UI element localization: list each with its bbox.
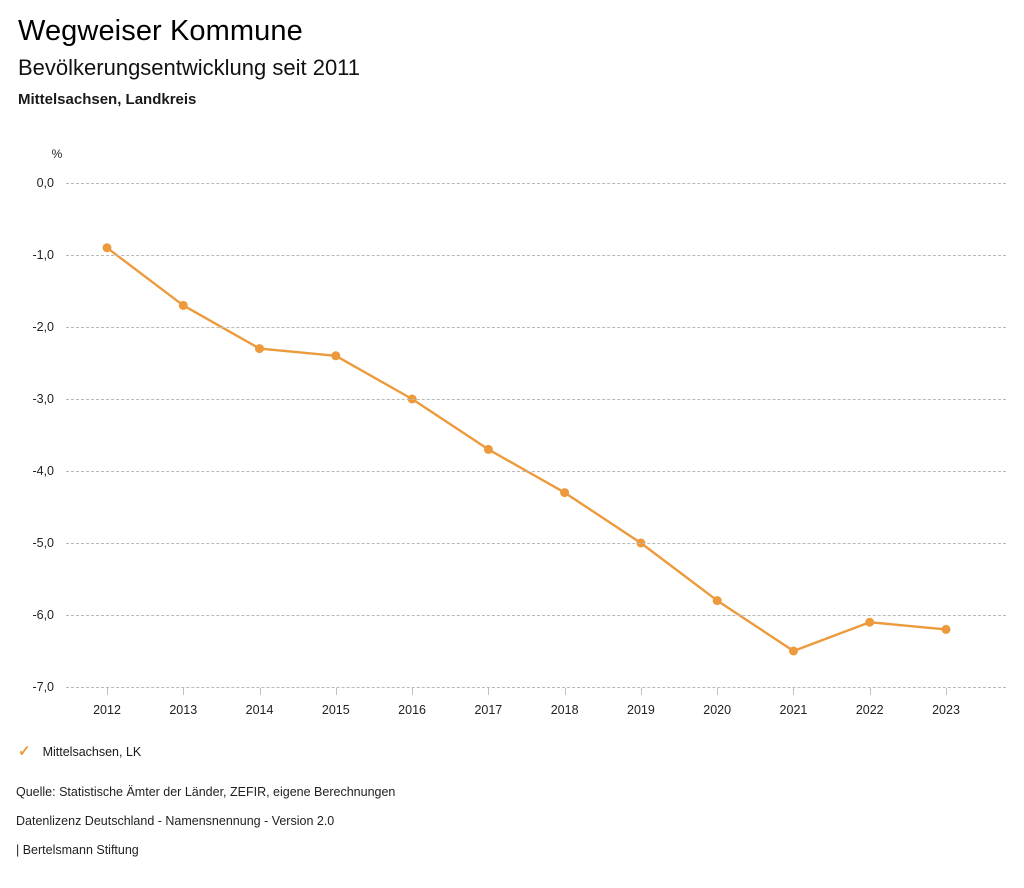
line-chart: % 0,0 -1,0 -2,0 -3,0 -4,0 -5,0 -6,0 -7,0 2012 201…	[32, 147, 1006, 717]
data-point[interactable]	[560, 488, 570, 498]
x-axis-tick	[183, 688, 185, 695]
y-axis-tick-label: -4,0	[32, 464, 54, 478]
x-axis-tick	[793, 688, 795, 695]
y-axis-tick-label: -6,0	[32, 608, 54, 622]
data-point[interactable]	[483, 444, 493, 454]
x-axis-tick-label: 2021	[779, 703, 808, 717]
y-axis-unit: %	[51, 147, 63, 161]
x-axis-tick-label: 2018	[550, 703, 579, 717]
header: Wegweiser Kommune Bevölkerungsentwicklun…	[18, 14, 998, 110]
x-axis-tick	[107, 688, 108, 695]
gridline	[66, 399, 1006, 400]
footer-source: Quelle: Statistische Ämter der Länder, Z…	[16, 785, 396, 799]
x-axis-tick-label: 2015	[321, 703, 350, 717]
data-point[interactable]	[255, 344, 264, 354]
y-axis-tick-label: -7,0	[32, 680, 54, 694]
data-point[interactable]	[712, 596, 722, 606]
x-axis-tick	[564, 688, 566, 695]
y-axis-tick-label: -2,0	[32, 320, 54, 334]
series-line	[105, 246, 948, 653]
chart-plot	[102, 243, 951, 656]
gridline	[66, 615, 1006, 616]
x-axis-tick-label: 2017	[474, 703, 503, 717]
data-point[interactable]	[331, 351, 341, 361]
data-point[interactable]	[102, 243, 112, 253]
x-axis-tick	[488, 688, 490, 695]
gridline	[66, 687, 1006, 688]
y-axis-tick-label: -5,0	[32, 536, 54, 550]
gridline	[66, 543, 1006, 544]
data-point[interactable]	[789, 646, 798, 656]
x-axis-tick	[335, 688, 337, 695]
page-title: Wegweiser Kommune	[18, 15, 303, 47]
y-axis-tick-label: 0,0	[36, 176, 54, 190]
x-axis-tick-label: 2019	[627, 703, 655, 717]
x-axis-tick-label: 2013	[169, 703, 198, 717]
gridline	[66, 255, 1006, 256]
y-axis-tick-label: -3,0	[32, 392, 54, 406]
region-label: Mittelsachsen, Landkreis	[18, 91, 197, 108]
x-axis-tick-label: 2012	[93, 703, 121, 717]
gridline	[66, 327, 1006, 328]
x-axis-tick-label: 2022	[855, 703, 884, 717]
x-axis-tick	[946, 688, 947, 695]
x-axis-tick-label: 2020	[703, 703, 732, 717]
x-axis-tick	[717, 688, 719, 695]
x-axis-tick	[869, 688, 871, 695]
x-axis-tick-label: 2014	[245, 703, 274, 717]
footer-publisher: | Bertelsmann Stiftung	[16, 843, 139, 857]
data-point[interactable]	[865, 617, 875, 627]
data-point[interactable]	[178, 300, 188, 310]
page-subtitle: Bevölkerungsentwicklung seit 2011	[18, 55, 361, 80]
data-point[interactable]	[941, 624, 951, 634]
chart-legend[interactable]: ✓ Mittelsachsen, LK	[18, 744, 141, 759]
y-axis-tick-label: -1,0	[32, 248, 54, 262]
x-axis-tick	[259, 688, 261, 695]
check-icon: ✓	[18, 743, 31, 760]
x-axis-tick-label: 2023	[932, 703, 960, 717]
x-axis-tick-label: 2016	[398, 703, 426, 717]
x-axis-tick	[412, 688, 414, 695]
gridline	[66, 183, 1006, 184]
footer: Quelle: Statistische Ämter der Länder, Z…	[16, 785, 395, 858]
gridline	[66, 471, 1006, 472]
footer-license: Datenlizenz Deutschland - Namensnennung …	[16, 814, 335, 828]
x-axis-tick	[640, 688, 642, 695]
legend-item-label: Mittelsachsen, LK	[42, 744, 142, 759]
